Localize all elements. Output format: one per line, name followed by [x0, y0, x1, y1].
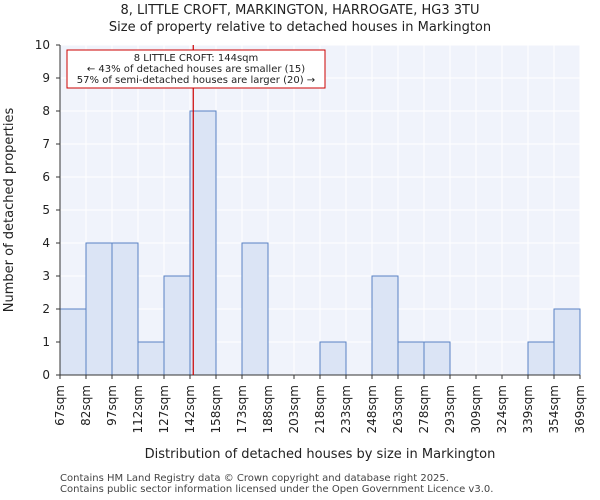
x-tick-label: 218sqm — [313, 385, 327, 433]
bar — [85, 242, 113, 376]
y-tick-label: 10 — [35, 38, 50, 52]
x-tick-label: 82sqm — [79, 385, 93, 426]
y-tick-label: 3 — [42, 269, 50, 283]
chart-subtitle: Size of property relative to detached ho… — [109, 20, 491, 35]
x-tick-label: 158sqm — [209, 385, 223, 433]
x-tick-label: 293sqm — [443, 385, 457, 433]
x-tick-label: 354sqm — [547, 385, 561, 433]
bar — [423, 341, 451, 376]
x-tick-label: 233sqm — [339, 385, 353, 433]
x-tick-label: 263sqm — [391, 385, 405, 433]
annotation-line-1: 8 LITTLE CROFT: 144sqm — [134, 53, 259, 64]
y-tick-label: 1 — [42, 335, 50, 349]
bar — [163, 275, 191, 376]
x-tick-label: 248sqm — [365, 385, 379, 433]
x-tick-label: 97sqm — [105, 385, 119, 426]
y-tick-label: 8 — [42, 104, 50, 118]
x-tick-label: 188sqm — [261, 385, 275, 433]
x-axis-label: Distribution of detached houses by size … — [145, 447, 496, 462]
y-tick-label: 0 — [42, 368, 50, 382]
y-tick-label: 4 — [42, 236, 50, 250]
x-tick-label: 369sqm — [573, 385, 587, 433]
bar — [59, 308, 87, 376]
bar — [137, 341, 165, 376]
x-tick-label: 309sqm — [469, 385, 483, 433]
x-tick-label: 127sqm — [157, 385, 171, 433]
y-tick-label: 7 — [42, 137, 50, 151]
x-tick-label: 173sqm — [235, 385, 249, 433]
y-tick-label: 2 — [42, 302, 50, 316]
annotation-line-2: ← 43% of detached houses are smaller (15… — [87, 64, 305, 75]
bar — [111, 242, 139, 376]
axes: 0 1 2 3 4 5 6 7 8 9 10 67sqm 82sqm 97sqm 112sqm 127sqm 1… — [35, 38, 587, 433]
footer-line-1: Contains HM Land Registry data © Crown c… — [60, 473, 449, 484]
y-tick-label: 6 — [42, 170, 50, 184]
x-tick-label: 142sqm — [183, 385, 197, 433]
bar — [241, 242, 269, 376]
bar — [553, 308, 581, 376]
x-tick-label: 112sqm — [131, 385, 145, 433]
x-tick-label: 203sqm — [287, 385, 301, 433]
x-tick-label: 278sqm — [417, 385, 431, 433]
bars — [59, 110, 581, 376]
footer-line-2: Contains public sector information licen… — [60, 484, 494, 495]
annotation-box: 8 LITTLE CROFT: 144sqm ← 43% of detached… — [66, 49, 326, 89]
x-tick-label: 324sqm — [495, 385, 509, 433]
bar — [319, 341, 347, 376]
bar — [527, 341, 555, 376]
bar — [397, 341, 425, 376]
chart-title: 8, LITTLE CROFT, MARKINGTON, HARROGATE, … — [121, 3, 480, 18]
x-tick-label: 67sqm — [53, 385, 67, 426]
y-axis-label: Number of detached properties — [2, 108, 17, 313]
bar — [189, 110, 217, 376]
histogram-chart: 8, LITTLE CROFT, MARKINGTON, HARROGATE, … — [2, 3, 587, 462]
bar — [371, 275, 399, 376]
y-tick-label: 9 — [42, 71, 50, 85]
x-tick-label: 339sqm — [521, 385, 535, 433]
annotation-line-3: 57% of semi-detached houses are larger (… — [77, 75, 315, 86]
y-tick-label: 5 — [42, 203, 50, 217]
